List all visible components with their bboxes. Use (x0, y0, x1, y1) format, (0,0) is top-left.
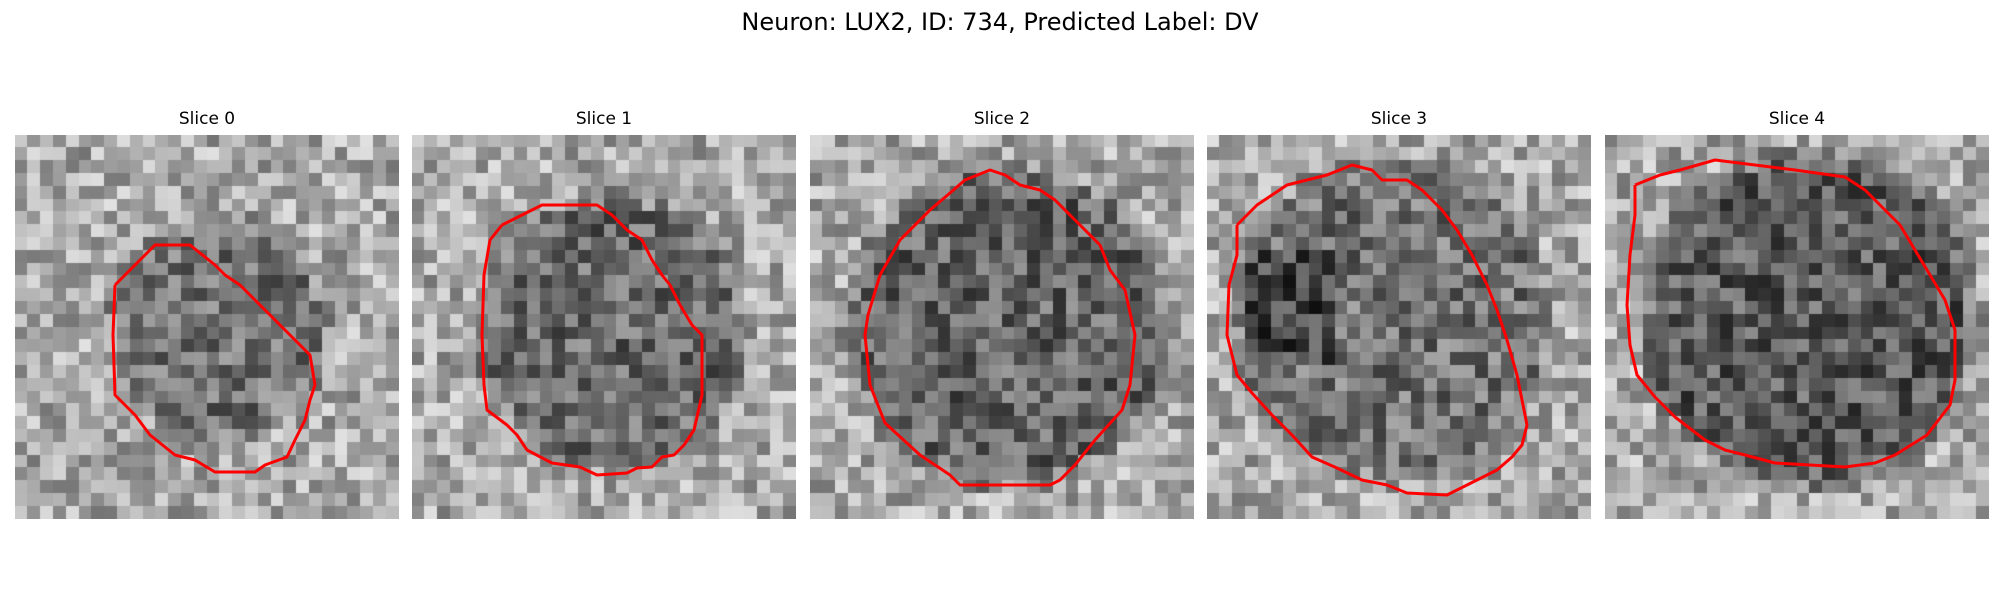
slice-panel-1: Slice 1 (412, 108, 796, 519)
slice-image (810, 135, 1194, 519)
roi-contour (480, 203, 704, 477)
slice-title: Slice 3 (1370, 109, 1428, 129)
slice-image (1207, 135, 1591, 519)
slice-title: Slice 4 (1768, 109, 1826, 129)
roi-contour (1625, 158, 1957, 469)
slice-image (1605, 135, 1989, 519)
slice-image (15, 135, 399, 519)
slice-title: Slice 2 (973, 109, 1031, 129)
roi-contour-line (1625, 158, 1957, 469)
slice-panel-4: Slice 4 (1605, 108, 1989, 519)
roi-contour (863, 168, 1137, 487)
roi-contour (1225, 163, 1529, 497)
slice-title: Slice 0 (178, 109, 236, 129)
slice-image (412, 135, 796, 519)
slice-panel-2: Slice 2 (810, 108, 1194, 519)
slice-panel-3: Slice 3 (1207, 108, 1591, 519)
roi-contour-line (480, 203, 704, 477)
slice-title: Slice 1 (575, 109, 633, 129)
roi-contour-line (111, 243, 317, 474)
figure-title: Neuron: LUX2, ID: 734, Predicted Label: … (741, 8, 1259, 36)
roi-contour-line (1225, 163, 1529, 497)
roi-contour-line (863, 168, 1137, 487)
roi-contour (111, 243, 317, 474)
slice-panel-0: Slice 0 (15, 108, 399, 519)
